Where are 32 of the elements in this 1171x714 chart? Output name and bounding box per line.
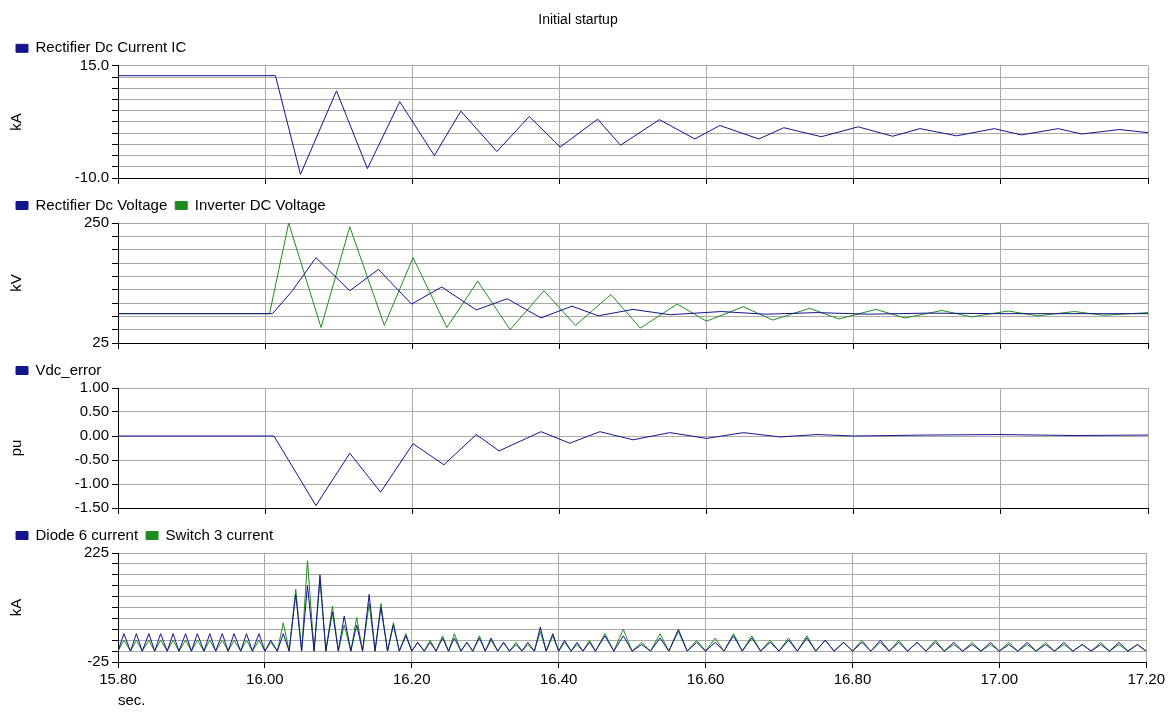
legend-label: Vdc_error: [35, 360, 102, 378]
y-tick-label: 0.50: [79, 402, 109, 420]
y-tick-label: -0.50: [74, 450, 109, 468]
x-tick-label: 16.60: [686, 670, 725, 688]
chart-title: Initial startup: [538, 11, 618, 28]
y-tick-label: 250: [83, 213, 109, 231]
x-tick-label: 17.00: [980, 670, 1019, 688]
y-tick-label: 1.00: [79, 378, 109, 396]
y-tick-label: 225: [83, 543, 109, 561]
y-axis-title: kA: [7, 113, 25, 131]
y-tick-label: -25: [87, 652, 109, 670]
x-tick-label: 16.40: [539, 670, 578, 688]
legend-label: Rectifier Dc Current IC: [35, 38, 187, 56]
x-axis-title: sec.: [118, 691, 146, 709]
y-tick-label: 15.0: [79, 55, 109, 73]
x-tick-label: 17.20: [1127, 670, 1166, 688]
y-axis-title: kV: [7, 274, 25, 292]
y-tick-label: 25: [92, 333, 109, 351]
legend-label: Switch 3 current: [165, 525, 274, 543]
y-tick-label: -1.50: [74, 498, 109, 516]
legend-label: Rectifier Dc Voltage: [35, 195, 168, 213]
x-tick-label: 16.80: [833, 670, 872, 688]
x-tick-label: 16.00: [246, 670, 284, 688]
x-tick-label: 16.20: [393, 670, 431, 688]
y-tick-label: 0.00: [79, 426, 109, 444]
y-tick-label: -1.00: [74, 474, 109, 492]
x-tick-label: 15.80: [99, 670, 137, 688]
y-tick-label: -10.0: [74, 168, 109, 186]
y-axis-title: kA: [7, 598, 25, 617]
y-axis-title: pu: [7, 439, 25, 457]
legend-label: Diode 6 current: [35, 525, 139, 543]
legend-label: Inverter DC Voltage: [194, 195, 326, 213]
